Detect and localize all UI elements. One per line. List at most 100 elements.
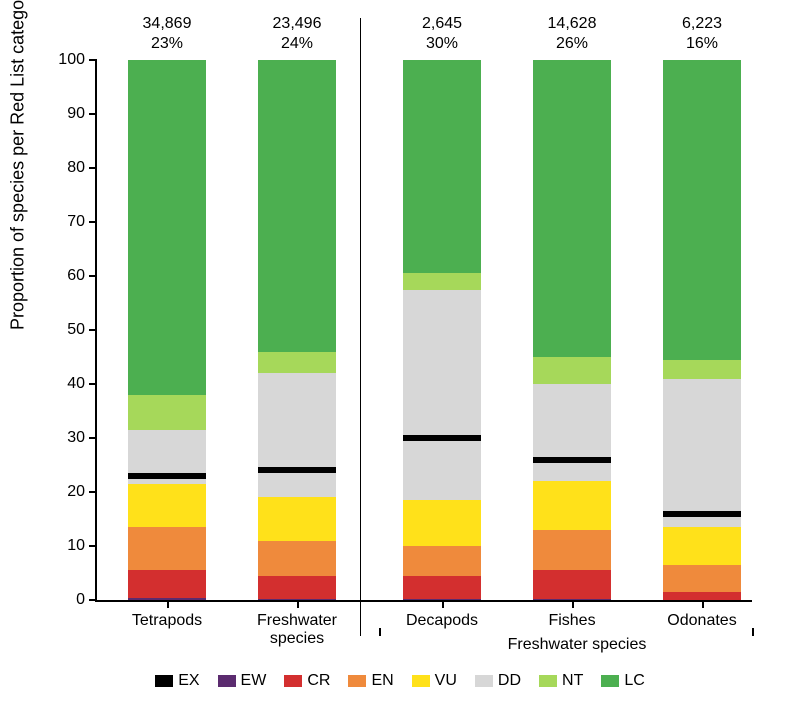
legend-item-lc: LC bbox=[601, 672, 644, 690]
legend-item-dd: DD bbox=[475, 672, 521, 690]
ex-marker bbox=[403, 435, 481, 441]
y-tick-label: 100 bbox=[58, 51, 97, 69]
y-tick-label: 70 bbox=[67, 213, 97, 231]
ex-marker bbox=[128, 473, 206, 479]
ex-marker bbox=[663, 511, 741, 517]
x-label: Decapods bbox=[406, 600, 478, 630]
segment-en bbox=[403, 546, 481, 576]
legend-item-nt: NT bbox=[539, 672, 583, 690]
y-tick-label: 10 bbox=[67, 537, 97, 555]
group-divider bbox=[360, 18, 361, 636]
segment-cr bbox=[533, 570, 611, 599]
bar-top-annotation: 14,62826% bbox=[548, 14, 597, 60]
legend-label: VU bbox=[435, 672, 457, 690]
ex-marker bbox=[258, 467, 336, 473]
x-label: Freshwaterspecies bbox=[257, 600, 337, 648]
legend-label: DD bbox=[498, 672, 521, 690]
bar-freshwater-species bbox=[258, 60, 336, 600]
legend-item-ew: EW bbox=[218, 672, 267, 690]
legend-item-ex: EX bbox=[155, 672, 199, 690]
group-boundary-tick bbox=[752, 628, 754, 636]
y-tick-label: 50 bbox=[67, 321, 97, 339]
segment-nt bbox=[533, 357, 611, 384]
segment-dd bbox=[258, 373, 336, 497]
legend-swatch bbox=[348, 675, 366, 687]
segment-nt bbox=[258, 352, 336, 374]
x-label: Odonates bbox=[667, 600, 736, 630]
legend-swatch bbox=[218, 675, 236, 687]
y-tick-label: 90 bbox=[67, 105, 97, 123]
segment-dd bbox=[663, 379, 741, 528]
segment-lc bbox=[533, 60, 611, 357]
bar-top-count: 34,869 bbox=[143, 14, 192, 34]
x-label: Tetrapods bbox=[132, 600, 202, 630]
segment-cr bbox=[663, 592, 741, 600]
legend-item-vu: VU bbox=[412, 672, 457, 690]
bar-top-count: 2,645 bbox=[422, 14, 462, 34]
segment-en bbox=[533, 530, 611, 571]
legend-label: EX bbox=[178, 672, 199, 690]
y-tick-label: 80 bbox=[67, 159, 97, 177]
bar-top-annotation: 6,22316% bbox=[682, 14, 722, 60]
segment-dd bbox=[403, 290, 481, 501]
x-label: Fishes bbox=[548, 600, 595, 630]
legend-label: EN bbox=[371, 672, 393, 690]
legend: EX EW CR EN VU DD NT LC bbox=[0, 672, 800, 690]
segment-cr bbox=[128, 570, 206, 598]
bar-fishes bbox=[533, 60, 611, 600]
segment-cr bbox=[403, 576, 481, 599]
segment-vu bbox=[533, 481, 611, 530]
bar-top-percent: 26% bbox=[548, 34, 597, 54]
legend-item-en: EN bbox=[348, 672, 393, 690]
legend-swatch bbox=[284, 675, 302, 687]
segment-cr bbox=[258, 576, 336, 599]
bar-top-count: 6,223 bbox=[682, 14, 722, 34]
bar-decapods bbox=[403, 60, 481, 600]
secondary-group-label: Freshwater species bbox=[508, 636, 647, 654]
segment-vu bbox=[663, 527, 741, 565]
bar-top-percent: 16% bbox=[682, 34, 722, 54]
bar-odonates bbox=[663, 60, 741, 600]
legend-label: CR bbox=[307, 672, 330, 690]
bar-top-percent: 30% bbox=[422, 34, 462, 54]
segment-lc bbox=[663, 60, 741, 360]
segment-nt bbox=[128, 395, 206, 430]
segment-lc bbox=[128, 60, 206, 395]
legend-swatch bbox=[412, 675, 430, 687]
bar-top-percent: 23% bbox=[143, 34, 192, 54]
legend-swatch bbox=[155, 675, 173, 687]
bar-top-annotation: 34,86923% bbox=[143, 14, 192, 60]
segment-vu bbox=[258, 497, 336, 540]
bar-top-annotation: 2,64530% bbox=[422, 14, 462, 60]
legend-label: EW bbox=[241, 672, 267, 690]
ex-marker bbox=[533, 457, 611, 463]
segment-vu bbox=[403, 500, 481, 546]
segment-en bbox=[128, 527, 206, 570]
red-list-proportion-chart: Proportion of species per Red List categ… bbox=[0, 0, 800, 706]
segment-lc bbox=[403, 60, 481, 273]
legend-label: NT bbox=[562, 672, 583, 690]
segment-nt bbox=[663, 360, 741, 379]
bar-top-percent: 24% bbox=[273, 34, 322, 54]
plot-area: 0102030405060708090100Tetrapods34,86923%… bbox=[95, 60, 752, 602]
bar-top-count: 23,496 bbox=[273, 14, 322, 34]
segment-vu bbox=[128, 484, 206, 527]
segment-dd bbox=[533, 384, 611, 481]
y-tick-label: 40 bbox=[67, 375, 97, 393]
legend-item-cr: CR bbox=[284, 672, 330, 690]
legend-swatch bbox=[601, 675, 619, 687]
group-boundary-tick bbox=[379, 628, 381, 636]
y-axis-title: Proportion of species per Red List categ… bbox=[8, 0, 29, 330]
bar-top-count: 14,628 bbox=[548, 14, 597, 34]
segment-nt bbox=[403, 273, 481, 289]
legend-swatch bbox=[539, 675, 557, 687]
bar-top-annotation: 23,49624% bbox=[273, 14, 322, 60]
bar-tetrapods bbox=[128, 60, 206, 600]
y-tick-label: 0 bbox=[76, 591, 97, 609]
segment-en bbox=[663, 565, 741, 592]
segment-lc bbox=[258, 60, 336, 352]
y-tick-label: 60 bbox=[67, 267, 97, 285]
segment-en bbox=[258, 541, 336, 576]
legend-swatch bbox=[475, 675, 493, 687]
y-tick-label: 20 bbox=[67, 483, 97, 501]
